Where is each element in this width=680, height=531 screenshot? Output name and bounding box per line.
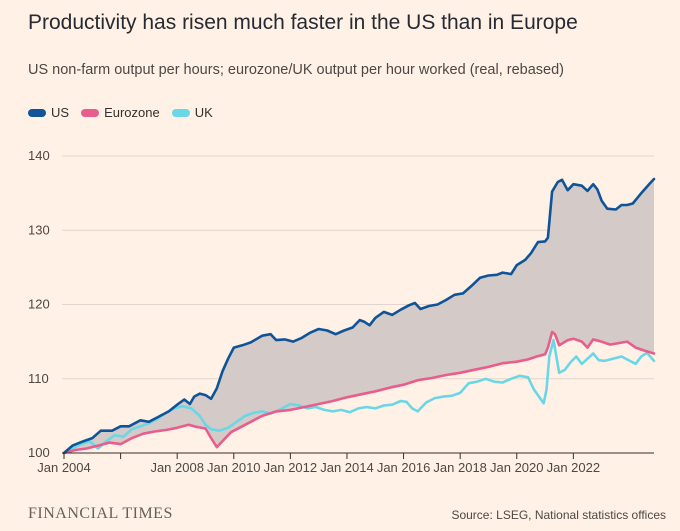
ft-logo: FINANCIAL TIMES <box>28 505 173 522</box>
x-tick-label-2016: Jan 2016 <box>377 460 431 475</box>
chart-title: Productivity has risen much faster in th… <box>28 11 578 34</box>
legend-label-us: US <box>51 105 70 120</box>
gap-band <box>64 179 654 453</box>
legend-item-us: US <box>28 105 69 120</box>
series-line-us <box>62 177 656 455</box>
x-tick-label-2020: Jan 2020 <box>490 460 544 475</box>
x-tick-label-2008: Jan 2008 <box>150 460 204 475</box>
legend: US Eurozone UK <box>28 105 225 120</box>
x-tick-label-2022: Jan 2022 <box>547 460 601 475</box>
series-line-eurozone <box>62 330 656 455</box>
x-tick-label-2004: Jan 2004 <box>37 460 91 475</box>
y-tick-label-120: 120 <box>28 297 50 312</box>
legend-label-uk: UK <box>194 105 213 120</box>
legend-label-eurozone: Eurozone <box>104 105 160 120</box>
x-tick-label-2018: Jan 2018 <box>433 460 487 475</box>
x-tick-label-2012: Jan 2012 <box>264 460 318 475</box>
legend-swatch-eurozone <box>81 108 100 117</box>
chart-subtitle: US non-farm output per hours; eurozone/U… <box>28 62 564 78</box>
legend-item-eurozone: Eurozone <box>81 105 160 120</box>
y-tick-label-110: 110 <box>28 371 49 386</box>
legend-item-uk: UK <box>171 105 213 120</box>
x-tick-label-2014: Jan 2014 <box>320 460 374 475</box>
y-tick-label-100: 100 <box>28 445 50 460</box>
y-tick-label-140: 140 <box>28 148 50 163</box>
x-tick-label-2010: Jan 2010 <box>207 460 261 475</box>
source-note: Source: LSEG, National statistics office… <box>451 508 666 522</box>
legend-swatch-us <box>28 108 46 117</box>
y-tick-label-130: 130 <box>28 222 50 237</box>
legend-swatch-uk <box>171 108 190 117</box>
